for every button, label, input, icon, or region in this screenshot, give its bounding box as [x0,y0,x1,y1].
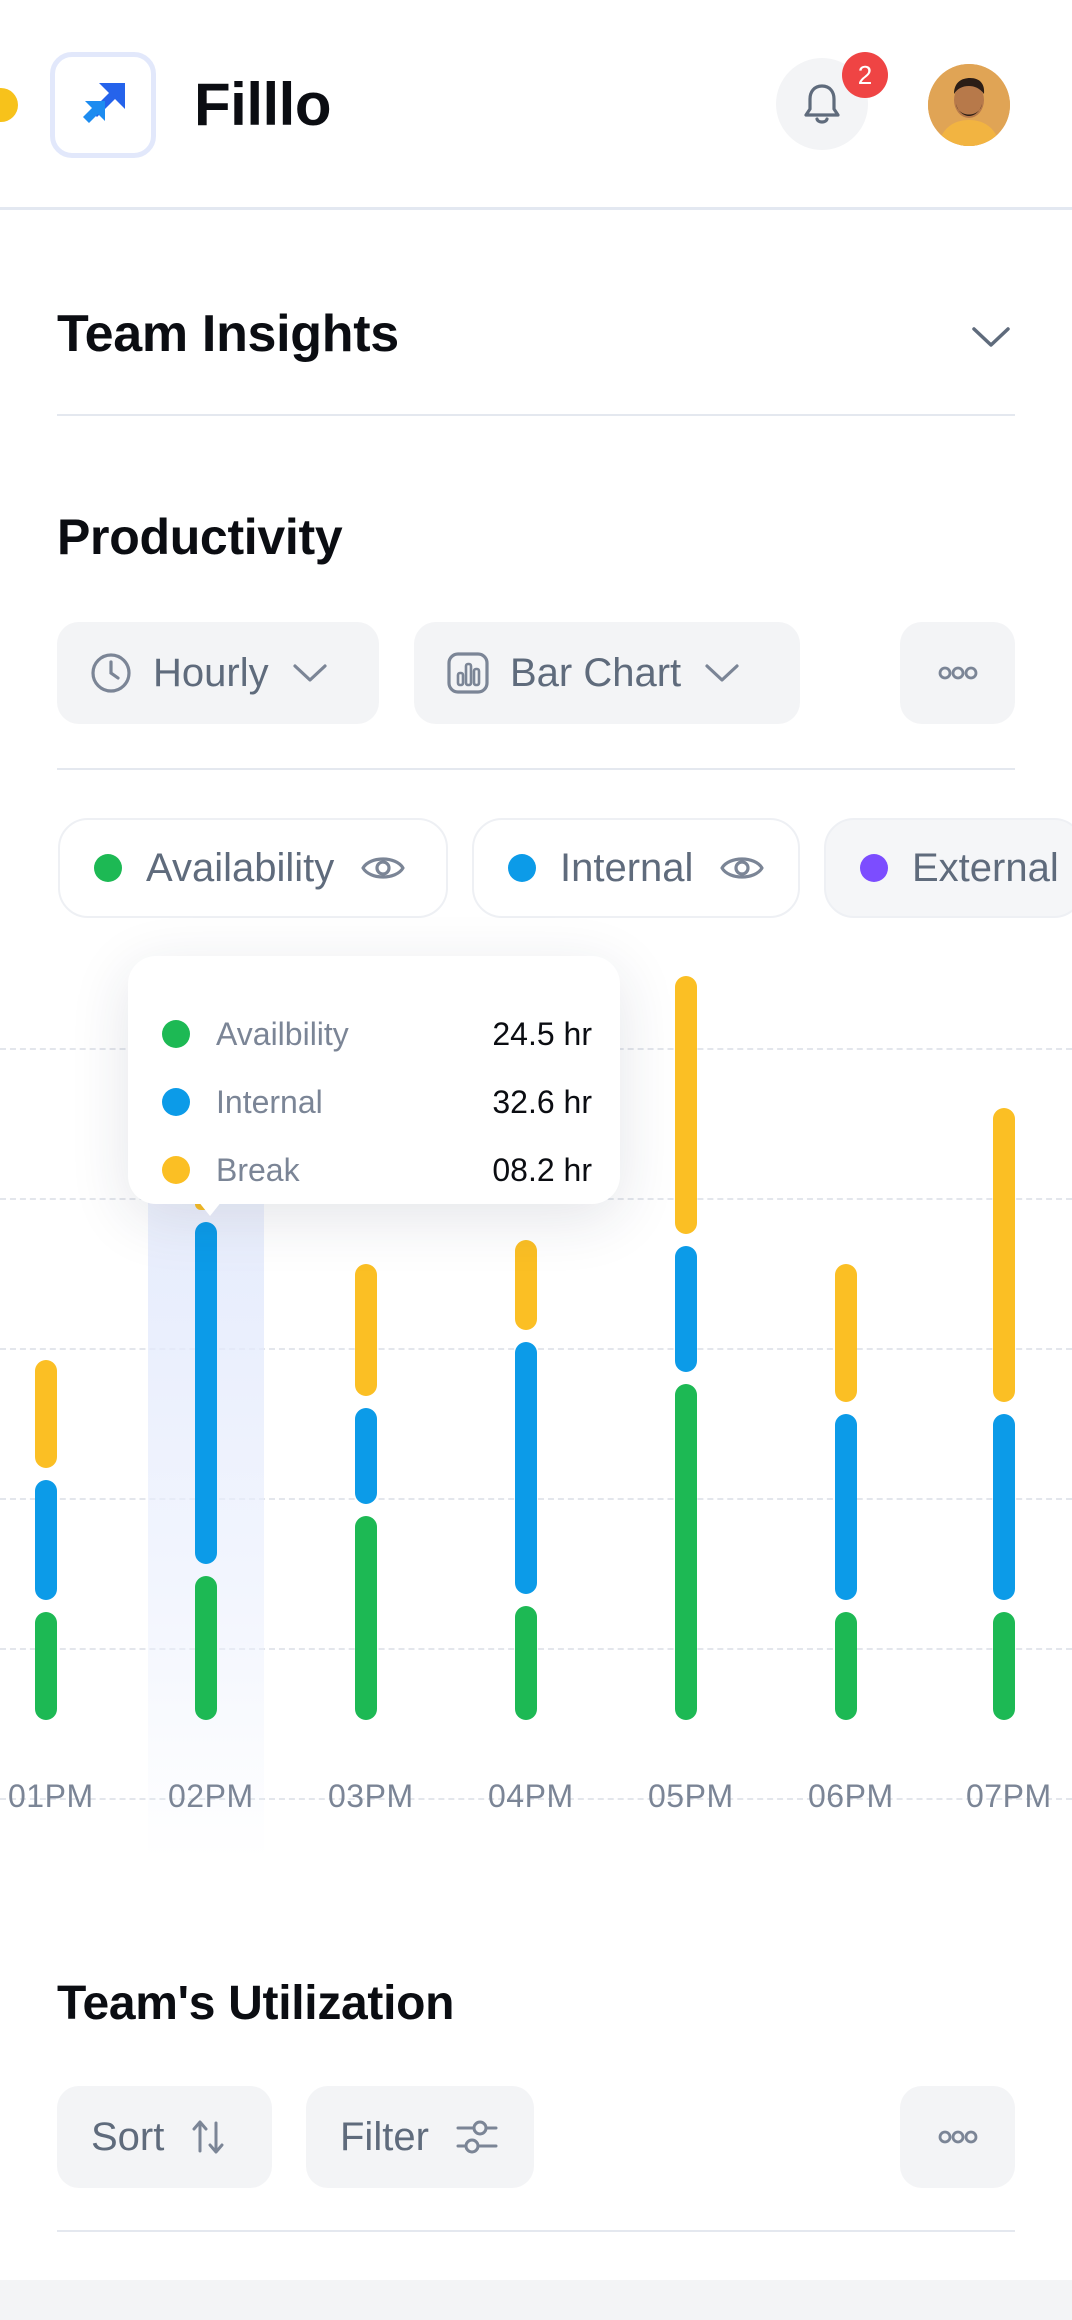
bar-segment-internal-02pm[interactable] [195,1222,217,1564]
eye-icon[interactable] [719,851,765,885]
x-axis-label: 06PM [808,1778,894,1814]
menu-indicator-dot[interactable] [0,88,18,122]
chart-type-select[interactable]: Bar Chart [414,622,800,724]
user-avatar[interactable] [928,64,1010,146]
bar-chart-icon [447,652,489,694]
tooltip-label: Break [216,1151,300,1188]
bar-segment-break-06pm[interactable] [835,1264,857,1402]
bar-segment-availability-03pm[interactable] [355,1516,377,1720]
productivity-title: Productivity [57,509,343,565]
grid-line [0,1798,1072,1800]
tooltip-value: 08.2 hr [492,1151,592,1188]
bar-segment-availability-06pm[interactable] [835,1612,857,1720]
x-axis-label: 05PM [648,1778,734,1814]
chevron-down-icon [292,664,327,682]
bar-segment-break-05pm[interactable] [675,976,697,1234]
sliders-icon [456,2120,498,2154]
x-axis-label: 03PM [328,1778,414,1814]
tooltip-row-internal: Internal 32.6 hr [162,1078,592,1126]
tooltip-dot [162,1088,190,1116]
filter-label: Filter [340,2114,429,2159]
app-title: Filllo [194,71,331,138]
tooltip-label: Internal [216,1083,323,1120]
bar-segment-availability-01pm[interactable] [35,1612,57,1720]
x-axis-label: 01PM [8,1778,94,1814]
legend-dot [94,854,122,882]
more-dots-icon [938,2130,977,2144]
legend-label: Availability [146,845,335,890]
legend-chip-availability[interactable]: Availability [58,818,448,918]
legend-dot [860,854,888,882]
utilization-title: Team's Utilization [57,1977,455,2030]
sort-button[interactable]: Sort [57,2086,272,2188]
insights-divider [57,414,1015,416]
chevron-down-icon[interactable] [970,324,1012,350]
tooltip-dot [162,1020,190,1048]
bar-segment-internal-01pm[interactable] [35,1480,57,1600]
x-axis-label: 04PM [488,1778,574,1814]
clock-icon [91,653,131,693]
bar-segment-internal-03pm[interactable] [355,1408,377,1504]
sort-label: Sort [91,2114,165,2159]
bar-segment-internal-04pm[interactable] [515,1342,537,1594]
x-axis-label: 07PM [966,1778,1052,1814]
legend-chip-external[interactable]: External [824,818,1072,918]
tooltip-value: 32.6 hr [492,1083,592,1120]
legend-dot [508,854,536,882]
bar-segment-break-03pm[interactable] [355,1264,377,1396]
bar-segment-availability-07pm[interactable] [993,1612,1015,1720]
tooltip-dot [162,1156,190,1184]
eye-icon[interactable] [360,851,406,885]
productivity-more-button[interactable] [900,622,1015,724]
double-arrow-logo-icon [83,83,125,123]
chart-type-label: Bar Chart [510,650,682,695]
bar-segment-availability-05pm[interactable] [675,1384,697,1720]
tooltip-row-break: Break 08.2 hr [162,1146,592,1194]
bar-segment-availability-02pm[interactable] [195,1576,217,1720]
bar-segment-internal-05pm[interactable] [675,1246,697,1372]
bar-segment-break-07pm[interactable] [993,1108,1015,1402]
interval-select[interactable]: Hourly [57,622,379,724]
utilization-more-button[interactable] [900,2086,1015,2188]
utilization-divider [57,2230,1015,2232]
next-section-edge [0,2280,1072,2320]
app-logo[interactable] [50,52,156,158]
team-insights-title: Team Insights [57,305,399,363]
legend-label: External [912,845,1059,890]
productivity-divider [57,768,1015,770]
app-header: Filllo 2 [0,0,1072,210]
chevron-down-icon [705,664,739,682]
bar-segment-break-01pm[interactable] [35,1360,57,1468]
chart-tooltip: Availbility 24.5 hr Internal 32.6 hr Bre… [128,956,620,1204]
tooltip-label: Availbility [216,1015,349,1052]
tooltip-value: 24.5 hr [492,1015,592,1052]
tooltip-pointer [194,1196,226,1216]
legend-label: Internal [560,845,694,890]
more-dots-icon [938,666,977,680]
interval-label: Hourly [153,650,269,695]
bar-segment-internal-07pm[interactable] [993,1414,1015,1600]
bar-segment-internal-06pm[interactable] [835,1414,857,1600]
bell-icon [804,84,840,124]
x-axis-label: 02PM [168,1778,254,1814]
bar-segment-break-04pm[interactable] [515,1240,537,1330]
filter-button[interactable]: Filter [306,2086,534,2188]
legend-chip-internal[interactable]: Internal [472,818,800,918]
sort-arrows-icon [192,2120,224,2154]
notification-badge: 2 [842,52,888,98]
tooltip-row-availability: Availbility 24.5 hr [162,1010,592,1058]
avatar-image [928,64,1010,146]
bar-segment-availability-04pm[interactable] [515,1606,537,1720]
